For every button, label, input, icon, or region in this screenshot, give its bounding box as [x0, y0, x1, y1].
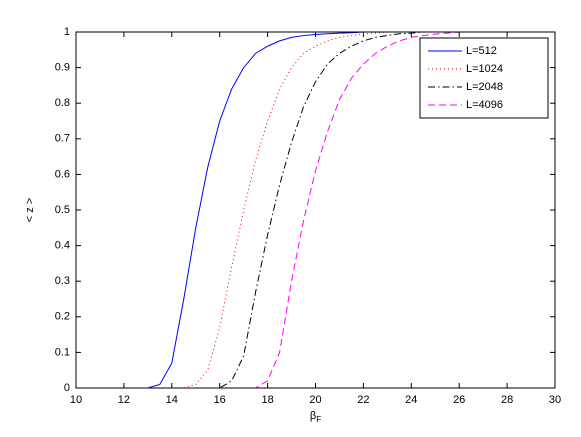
x-tick-label: 20: [309, 394, 321, 406]
x-tick-label: 30: [549, 394, 561, 406]
x-tick-label: 10: [70, 394, 82, 406]
plot-frame: [75, 31, 556, 389]
x-tick-label: 14: [166, 394, 178, 406]
x-tick-label: 24: [405, 394, 417, 406]
y-tick-label: 0.7: [55, 133, 70, 145]
y-tick-label: 0: [64, 382, 70, 394]
y-tick-label: 0.2: [55, 311, 70, 323]
series-line: [76, 31, 555, 389]
x-axis-label: βF: [310, 410, 321, 424]
x-tick-label: 18: [261, 394, 273, 406]
y-tick-label: 0.6: [55, 168, 70, 180]
y-tick-label: 0.5: [55, 204, 70, 216]
legend-label: L=512: [466, 45, 497, 57]
y-axis-label: < z >: [24, 198, 36, 222]
x-axis-label-subscript: F: [316, 415, 321, 424]
legend-label: L=1024: [466, 63, 503, 75]
y-tick-label: 0.1: [55, 346, 70, 358]
x-tick-label: 26: [453, 394, 465, 406]
legend-label: L=2048: [466, 81, 503, 93]
y-tick-label: 0.3: [55, 275, 70, 287]
x-axis-label-symbol: β: [310, 410, 316, 422]
y-tick-label: 0.8: [55, 97, 70, 109]
y-tick-label: 0.9: [55, 62, 70, 74]
x-tick-label: 16: [214, 394, 226, 406]
x-tick-label: 22: [357, 394, 369, 406]
x-tick-label: 28: [501, 394, 513, 406]
x-tick-label: 12: [118, 394, 130, 406]
legend-label: L=4096: [466, 99, 503, 111]
y-tick-label: 1: [64, 26, 70, 38]
y-tick-label: 0.4: [55, 240, 70, 252]
